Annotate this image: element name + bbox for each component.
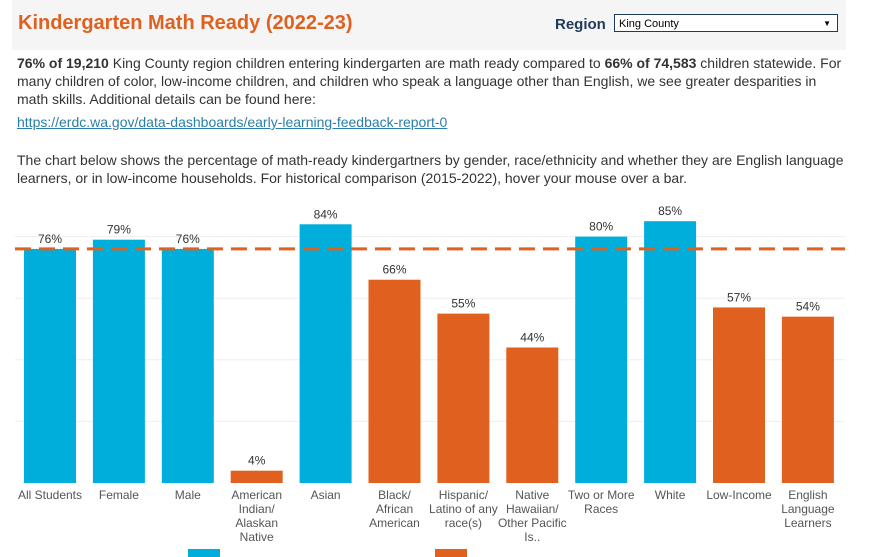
summary-part: children statewide. For many children of… [17,55,842,107]
category-label: Male [174,488,201,502]
category-label: Female [98,488,139,502]
bar[interactable] [92,239,145,483]
bar[interactable] [644,221,697,483]
category-label: American Indian/ Alaskan Native [231,488,283,544]
category-label: All Students [17,488,83,502]
data-label: 76% [176,232,200,246]
summary-part: King County region children entering kin… [108,55,605,71]
data-label: 66% [382,263,406,277]
category-label: Two or More Races [567,488,635,516]
data-label: 54% [796,300,820,314]
data-label: 57% [727,290,751,304]
region-label: Region [555,16,606,33]
chart-description: The chart below shows the percentage of … [17,152,844,186]
data-label: 85% [658,204,682,218]
bar[interactable] [437,313,490,483]
region-stat: 76% of 19,210 [17,55,109,71]
data-label: 44% [520,330,544,344]
bar[interactable] [368,279,421,483]
bar-chart: 76% 79% 76% 4% 84% 66% 55% 44% 80% 85% 57% 54% [15,204,845,483]
legend-swatch-above [188,549,220,557]
category-label: Hispanic/ Latino of any race(s) [429,488,498,530]
category-label: Black/ African American [369,488,420,530]
category-label: White [654,488,686,502]
category-label: Asian [310,488,341,502]
category-label: Native Hawaiian/ Other Pacific Is.. [497,488,567,544]
data-label: 4% [248,454,266,468]
data-label: 80% [589,220,613,234]
state-stat: 66% of 74,583 [604,55,697,71]
bar[interactable] [24,248,76,483]
legend-swatch-below [435,549,467,557]
summary-text: 76% of 19,210 King County region childre… [17,54,847,108]
region-value: King County [619,18,679,30]
details-link[interactable]: https://erdc.wa.gov/data-dashboards/earl… [17,114,448,130]
bar[interactable] [575,236,628,483]
category-label: English Language Learners [781,488,835,530]
bar[interactable] [299,224,352,483]
data-label: 84% [314,207,338,221]
data-label: 55% [451,297,475,311]
data-label: 76% [38,232,62,246]
bar[interactable] [781,316,834,483]
bar[interactable] [506,347,559,483]
header: Kindergarten Math Ready (2022-23) Region… [12,0,846,50]
category-label: Low-Income [706,488,772,502]
data-label: 79% [107,223,131,237]
page-title: Kindergarten Math Ready (2022-23) [18,12,353,34]
bar[interactable] [230,470,283,483]
region-dropdown[interactable]: King County ▼ [614,14,838,32]
chevron-down-icon: ▼ [823,19,831,28]
bar[interactable] [713,307,765,483]
bar[interactable] [161,248,214,483]
